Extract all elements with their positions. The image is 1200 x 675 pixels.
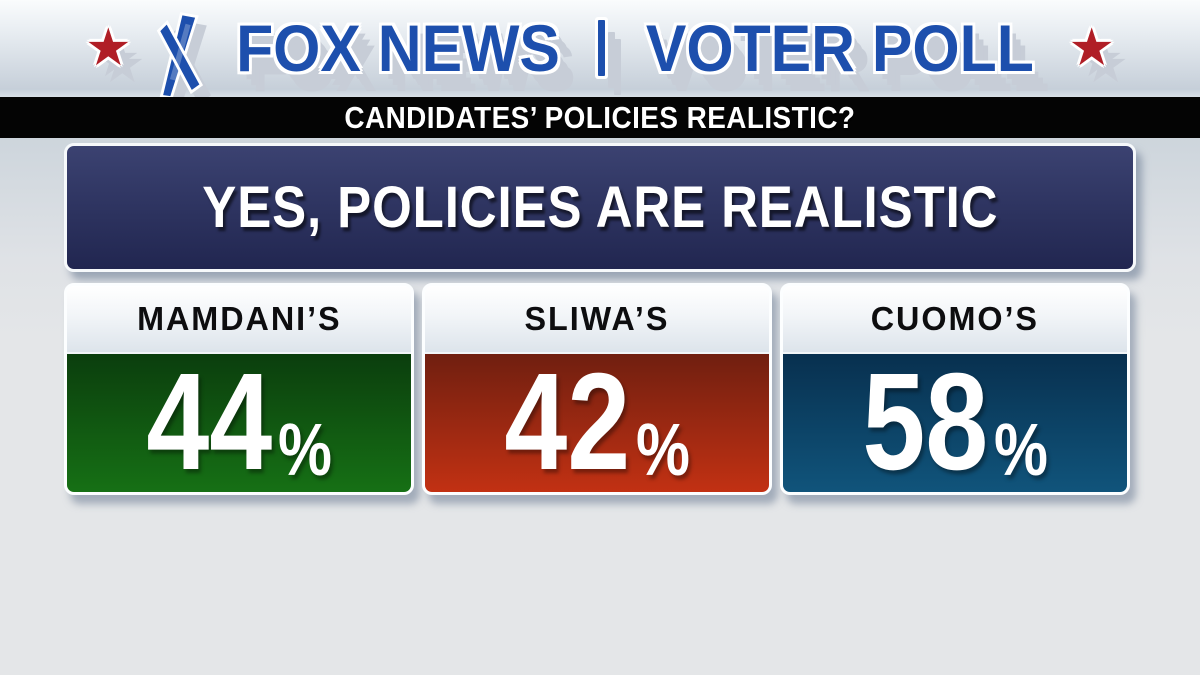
candidate-card-mamdani: MAMDANI’S 44 %	[64, 283, 414, 495]
percent-sign: %	[635, 408, 690, 492]
candidate-name-header: CUOMO’S	[783, 286, 1127, 352]
result-banner: YES, POLICIES ARE REALISTIC	[64, 143, 1136, 272]
star-icon: ★	[1068, 18, 1115, 77]
question-bar: CANDIDATES’ POLICIES REALISTIC?	[0, 97, 1200, 138]
poll-value: 58 %	[862, 345, 1048, 495]
header-strip: ★ FOX NEWS VOTER POLL ★	[0, 0, 1200, 98]
candidate-cards: MAMDANI’S 44 % SLIWA’S 42 % CU	[64, 283, 1130, 495]
percent-sign: %	[993, 408, 1048, 492]
fox-searchlights-icon	[156, 11, 203, 98]
candidate-value-panel: 44 %	[67, 352, 411, 492]
candidate-name-header: MAMDANI’S	[67, 286, 411, 352]
poll-value: 44 %	[146, 345, 332, 495]
candidate-name: CUOMO’S	[870, 300, 1040, 337]
percent-sign: %	[277, 408, 332, 492]
question-text: CANDIDATES’ POLICIES REALISTIC?	[344, 99, 856, 135]
star-icon: ★	[85, 18, 132, 77]
result-banner-text: YES, POLICIES ARE REALISTIC	[201, 175, 999, 240]
candidate-card-cuomo: CUOMO’S 58 %	[780, 283, 1130, 495]
candidate-value-panel: 58 %	[783, 352, 1127, 492]
candidate-value-panel: 42 %	[425, 352, 769, 492]
candidate-name: MAMDANI’S	[136, 300, 342, 337]
candidate-name: SLIWA’S	[524, 300, 670, 337]
poll-value-number: 44	[146, 345, 273, 495]
pipe-separator-icon	[597, 19, 605, 76]
candidate-name-header: SLIWA’S	[425, 286, 769, 352]
poll-value-number: 42	[504, 345, 631, 495]
candidate-card-sliwa: SLIWA’S 42 %	[422, 283, 772, 495]
brand-wordmark: FOX NEWS	[235, 10, 560, 85]
logo: ★ FOX NEWS VOTER POLL ★	[85, 10, 1115, 98]
program-wordmark: VOTER POLL	[645, 10, 1034, 85]
poll-value-number: 58	[862, 345, 989, 495]
poll-value: 42 %	[504, 345, 690, 495]
